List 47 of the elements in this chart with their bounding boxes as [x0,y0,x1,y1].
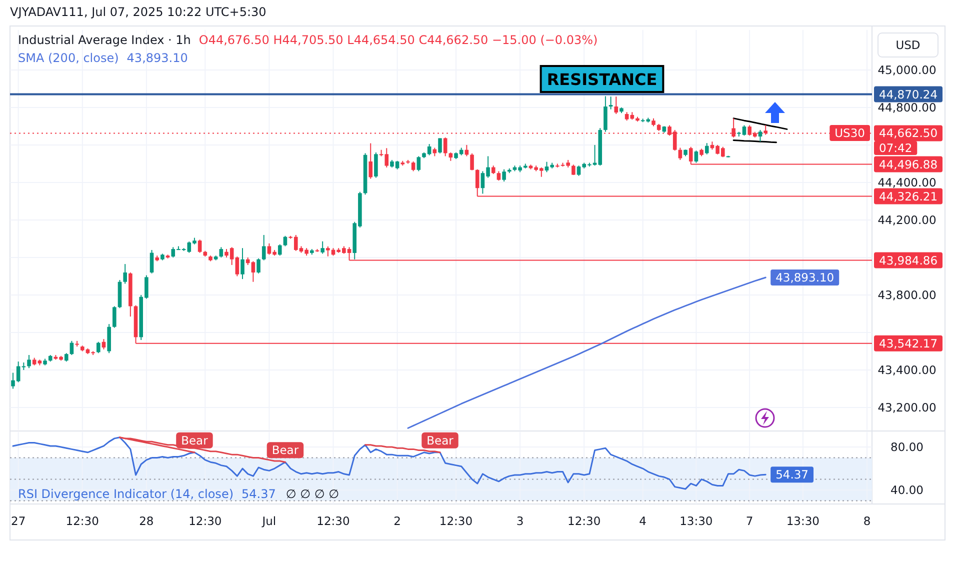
series-label: RSI Divergence Indicator (14, close) [18,487,234,501]
annotation: Bear [181,433,208,448]
ref-line-label: 44,326.21 [879,189,938,204]
y-tick-label: 44,400.00 [878,175,936,190]
x-tick-label: 12:30 [188,514,222,528]
text: SMA (200, close) [18,51,119,65]
x-tick-label: 12:30 [439,514,473,528]
y-tick-label: 80.00 [890,440,924,454]
text: VJYADAV111, Jul 07, 2025 10:22 UTC+5:30 [10,5,266,19]
x-tick-label: 7 [746,514,754,528]
y-tick-label: 40.00 [890,483,924,498]
x-tick-label: 28 [139,514,154,528]
x-tick-label: Jul [261,514,276,528]
annotation: O44,676.50 H44,705.50 L44,654.50 C44,662.50 −15.00 (−0.03%) [198,33,598,47]
x-tick-label: 2 [394,514,401,528]
annotation: ∅ ∅ ∅ ∅ [286,487,340,501]
x-tick-label: 8 [863,514,871,528]
x-tick-label: 27 [11,514,26,528]
x-tick-label: 12:30 [316,514,350,528]
text: 07:42 [879,141,912,155]
ref-line-label: 44,662.50 [879,126,938,140]
text: 54.37 [242,487,276,501]
annotation: RESISTANCE [546,70,658,89]
ref-line-label: 44,496.88 [879,157,938,172]
annotation: Bear [426,433,454,448]
y-tick-label: 43,200.00 [878,400,936,414]
y-tick-label: 44,200.00 [878,212,936,227]
data-label: 54.37 [776,468,809,482]
x-tick-label: 13:30 [680,514,713,528]
y-tick-label: 45,000.00 [878,62,936,77]
y-tick-label: 43,400.00 [878,362,936,377]
ref-line-label: 43,984.86 [879,253,938,268]
x-tick-label: 13:30 [786,514,820,528]
ref-line-label: 43,542.17 [879,336,938,350]
text: 43,893.10 [126,51,188,65]
x-tick-label: 12:30 [568,514,601,528]
ref-line-label: 44,870.24 [879,87,938,102]
chart-title: Industrial Average Index · 1h [18,33,191,47]
data-label: 43,893.10 [776,270,834,285]
x-tick-label: 3 [516,514,524,528]
y-tick-label: 43,800.00 [878,288,936,302]
x-tick-label: 4 [639,514,646,528]
annotation: US30 [834,126,866,140]
annotation: Bear [272,443,299,458]
text: USD [896,38,920,52]
x-tick-label: 12:30 [66,514,99,528]
y-tick-label: 44,800.00 [878,100,936,114]
